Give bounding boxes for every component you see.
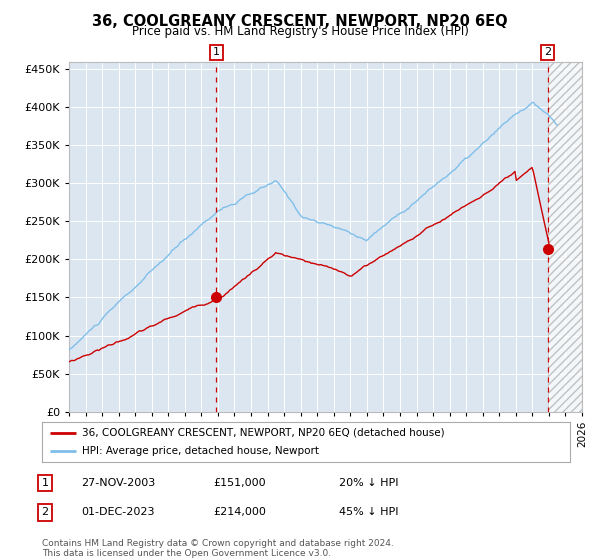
Text: Price paid vs. HM Land Registry's House Price Index (HPI): Price paid vs. HM Land Registry's House … [131, 25, 469, 38]
Text: £151,000: £151,000 [213, 478, 266, 488]
Text: 2: 2 [41, 507, 49, 517]
Text: £214,000: £214,000 [213, 507, 266, 517]
Text: 36, COOLGREANY CRESCENT, NEWPORT, NP20 6EQ (detached house): 36, COOLGREANY CRESCENT, NEWPORT, NP20 6… [82, 428, 444, 437]
Text: 45% ↓ HPI: 45% ↓ HPI [339, 507, 398, 517]
Text: 1: 1 [41, 478, 49, 488]
Text: 01-DEC-2023: 01-DEC-2023 [81, 507, 155, 517]
Text: 27-NOV-2003: 27-NOV-2003 [81, 478, 155, 488]
Text: 2: 2 [544, 48, 551, 58]
Text: 20% ↓ HPI: 20% ↓ HPI [339, 478, 398, 488]
Text: Contains HM Land Registry data © Crown copyright and database right 2024.
This d: Contains HM Land Registry data © Crown c… [42, 539, 394, 558]
Text: 1: 1 [213, 48, 220, 58]
Text: HPI: Average price, detached house, Newport: HPI: Average price, detached house, Newp… [82, 446, 319, 456]
Text: 36, COOLGREANY CRESCENT, NEWPORT, NP20 6EQ: 36, COOLGREANY CRESCENT, NEWPORT, NP20 6… [92, 14, 508, 29]
Bar [548, 62, 582, 412]
